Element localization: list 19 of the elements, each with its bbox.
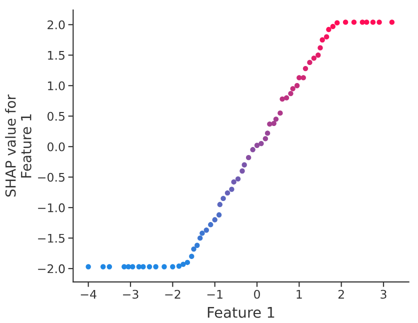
y-tick-label: 2.0 <box>48 20 65 30</box>
x-tick-label: −2 <box>165 290 180 299</box>
y-tick-label: −1.0 <box>38 203 65 212</box>
y-tick-label: −1.5 <box>38 234 64 243</box>
x-tick-label: 3 <box>380 290 386 299</box>
y-axis-title: SHAP value for Feature 1 <box>5 94 32 197</box>
x-tick-label: −3 <box>123 290 138 299</box>
y-tick-label: 1.0 <box>48 81 65 90</box>
x-tick-label: 0 <box>254 290 260 299</box>
x-axis-title: Feature 1 <box>208 307 274 318</box>
x-tick-label: 1 <box>296 290 302 299</box>
y-tick-label: 0.5 <box>48 112 64 121</box>
y-tick-label: 1.5 <box>48 51 64 60</box>
x-tick-label: 2 <box>338 290 344 299</box>
y-tick-label: 0.0 <box>48 142 65 152</box>
y-tick-label: −2.0 <box>38 264 65 274</box>
y-tick-label: −0.5 <box>38 172 64 182</box>
x-tick-label: −1 <box>207 290 222 299</box>
x-tick-label: −4 <box>80 290 96 299</box>
